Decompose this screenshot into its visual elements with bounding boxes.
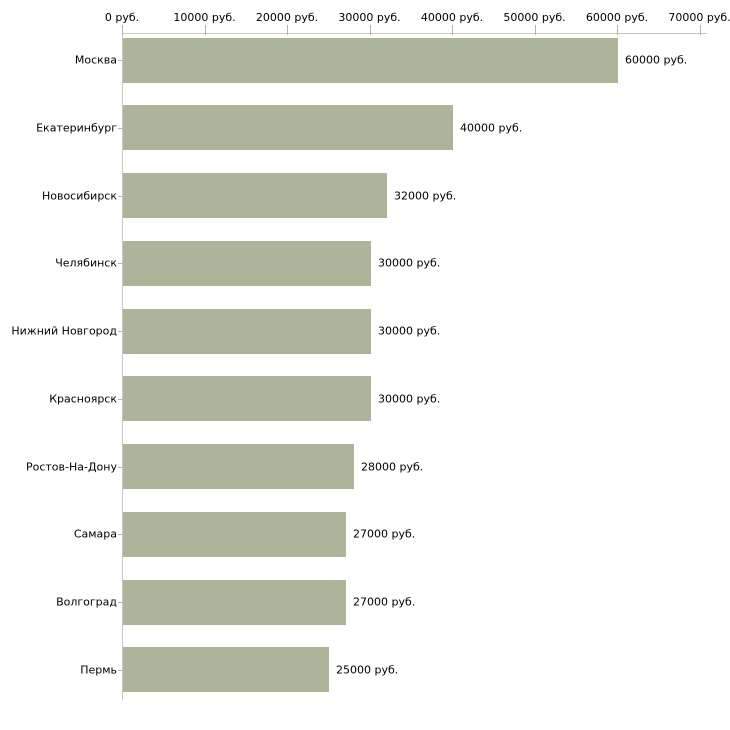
value-label: 30000 руб. xyxy=(378,256,441,270)
bar-1 xyxy=(123,105,453,151)
bar-8 xyxy=(123,579,346,625)
category-label: Красноярск xyxy=(49,392,117,406)
y-axis-line xyxy=(122,33,123,700)
bar-2 xyxy=(123,173,387,219)
x-axis-tick-mark xyxy=(617,25,618,35)
category-label: Нижний Новгород xyxy=(11,324,117,338)
category-tick-mark xyxy=(118,128,123,129)
value-label: 30000 руб. xyxy=(378,324,441,338)
bar-3 xyxy=(123,240,371,286)
value-label: 60000 руб. xyxy=(625,53,688,67)
value-label: 25000 руб. xyxy=(336,663,399,677)
bar-7 xyxy=(123,511,346,557)
x-axis-tick-label: 50000 руб. xyxy=(503,11,566,24)
category-tick-mark xyxy=(118,534,123,535)
bar-6 xyxy=(123,444,354,490)
category-label: Пермь xyxy=(80,663,117,677)
x-axis-tick-mark xyxy=(534,25,536,35)
value-label: 28000 руб. xyxy=(361,460,424,474)
x-axis-tick-mark xyxy=(369,25,371,35)
bar-4 xyxy=(123,308,371,354)
x-axis-tick-label: 20000 руб. xyxy=(255,11,319,24)
category-tick-mark xyxy=(118,331,123,332)
category-label: Самара xyxy=(73,527,117,541)
x-axis-tick-mark xyxy=(122,25,123,35)
x-axis-tick-mark xyxy=(452,25,453,35)
x-axis-tick-label: 0 руб. xyxy=(104,11,140,24)
category-tick-mark xyxy=(118,196,123,197)
category-tick-mark xyxy=(118,399,123,400)
category-tick-mark xyxy=(118,467,123,468)
bar-0 xyxy=(123,37,618,83)
value-label: 40000 руб. xyxy=(460,121,523,135)
x-axis-tick-mark xyxy=(699,25,701,35)
value-label: 27000 руб. xyxy=(353,527,416,541)
x-axis-tick-label: 40000 руб. xyxy=(420,11,484,24)
category-tick-mark xyxy=(118,60,123,61)
bar-9 xyxy=(123,647,329,693)
category-label: Москва xyxy=(74,53,117,67)
x-axis-line xyxy=(122,33,707,34)
category-label: Екатеринбург xyxy=(36,121,117,135)
bar-5 xyxy=(123,376,371,422)
category-tick-mark xyxy=(118,263,123,264)
value-label: 30000 руб. xyxy=(378,392,441,406)
category-tick-mark xyxy=(118,670,123,671)
x-axis-tick-label: 10000 руб. xyxy=(173,11,236,24)
category-label: Новосибирск xyxy=(41,189,117,203)
category-tick-mark xyxy=(118,602,123,603)
x-axis-tick-mark xyxy=(287,25,288,35)
value-label: 27000 руб. xyxy=(353,595,416,609)
category-label: Челябинск xyxy=(55,256,117,270)
category-label: Волгоград xyxy=(56,595,117,609)
x-axis-tick-label: 30000 руб. xyxy=(338,11,401,24)
x-axis-tick-mark xyxy=(204,25,206,35)
x-axis-tick-label: 70000 руб. xyxy=(668,11,730,24)
category-label: Ростов-На-Дону xyxy=(25,460,117,474)
x-axis-tick-label: 60000 руб. xyxy=(585,11,649,24)
value-label: 32000 руб. xyxy=(394,189,457,203)
